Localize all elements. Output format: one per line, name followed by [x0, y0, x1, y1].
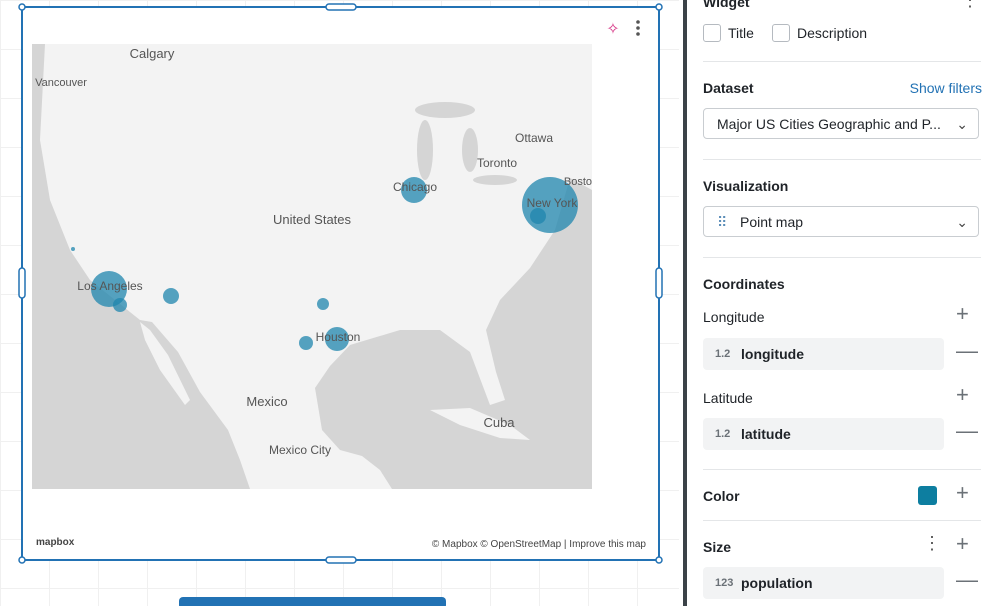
map-widget: Calgary Vancouver Ottawa Toronto Chicago Bost…: [18, 3, 663, 606]
button[interactable]: [179, 597, 446, 606]
select-value: Point map: [740, 214, 804, 230]
type-icon: 1.2: [715, 348, 731, 360]
map-label: Los Angeles: [77, 279, 142, 293]
kebab[interactable]: [636, 20, 640, 36]
type-icon: 1.2: [715, 428, 731, 440]
lake: [473, 175, 517, 185]
checkbox[interactable]: [703, 24, 721, 42]
map-label: Calgary: [130, 46, 175, 61]
divider: [703, 159, 981, 160]
point[interactable]: [530, 208, 546, 224]
map-label: Cuba: [483, 415, 515, 430]
map-label: Chicago: [393, 180, 437, 194]
map-label: Vancouver: [35, 77, 87, 89]
lake: [462, 128, 478, 172]
divider: [703, 520, 981, 521]
remove-button[interactable]: —: [956, 338, 978, 363]
map-label: United States: [273, 212, 352, 227]
checkbox[interactable]: [772, 24, 790, 42]
point[interactable]: [163, 288, 179, 304]
map-label: New York: [527, 196, 579, 210]
lake: [417, 120, 433, 180]
point[interactable]: [113, 298, 127, 312]
point[interactable]: [325, 327, 349, 351]
link[interactable]: Show filters: [909, 80, 982, 96]
point[interactable]: [299, 336, 313, 350]
points: [71, 177, 578, 351]
point[interactable]: [401, 177, 427, 203]
land: [40, 44, 592, 489]
label: Visualization: [703, 178, 789, 194]
add-button[interactable]: +: [956, 382, 969, 407]
field-name: population: [741, 575, 813, 591]
add-button[interactable]: +: [956, 480, 969, 505]
checkbox-label[interactable]: Title: [728, 25, 754, 41]
field[interactable]: 123 population: [703, 567, 944, 599]
type-icon: 123: [715, 577, 734, 589]
label: Coordinates: [703, 276, 785, 292]
field-name: longitude: [741, 346, 804, 362]
label: Latitude: [703, 390, 753, 406]
checkbox-label[interactable]: Description: [797, 25, 868, 41]
add-button[interactable]: +: [956, 531, 969, 556]
remove-button[interactable]: —: [956, 418, 978, 443]
map-label: Bosto: [564, 176, 592, 188]
add-button[interactable]: +: [956, 301, 969, 326]
field-name: latitude: [741, 426, 791, 442]
select[interactable]: Major US Cities Geographic and P... ⌄: [703, 108, 979, 139]
map-label: Mexico: [246, 394, 287, 409]
lake: [415, 102, 475, 118]
label: Color: [703, 488, 740, 504]
color-swatch[interactable]: [918, 486, 937, 505]
label: Longitude: [703, 309, 765, 325]
point[interactable]: [71, 247, 75, 251]
field[interactable]: 1.2 latitude: [703, 418, 944, 450]
attribution[interactable]: © Mapbox © OpenStreetMap | Improve this …: [432, 539, 647, 550]
label: Size: [703, 539, 732, 555]
heading: Widget: [703, 0, 750, 10]
land-cuba: [430, 408, 530, 440]
map-label: Mexico City: [269, 443, 331, 457]
divider: [703, 257, 981, 258]
ai-icon[interactable]: ✧: [606, 21, 619, 38]
land-baja: [140, 322, 190, 405]
select-value: Major US Cities Geographic and P...: [717, 116, 941, 132]
point[interactable]: [317, 298, 329, 310]
icon: ⠿: [717, 214, 728, 230]
mapbox-logo: mapbox: [36, 537, 75, 548]
label: Dataset: [703, 80, 754, 96]
kebab[interactable]: ⋮: [961, 0, 979, 10]
map-label: Toronto: [477, 156, 517, 170]
remove-button[interactable]: —: [956, 567, 978, 592]
divider: [703, 469, 981, 470]
map-label: Houston: [316, 330, 361, 344]
kebab[interactable]: ⋮: [923, 533, 941, 553]
handles[interactable]: [18, 3, 663, 564]
field[interactable]: 1.2 longitude: [703, 338, 944, 370]
map-label: Ottawa: [515, 131, 553, 145]
settings-panel: Widget ⋮ Title Description Dataset Show …: [683, 0, 1000, 606]
divider: [703, 61, 981, 62]
point[interactable]: [91, 271, 127, 307]
select[interactable]: ⠿ Point map ⌄: [703, 206, 979, 237]
